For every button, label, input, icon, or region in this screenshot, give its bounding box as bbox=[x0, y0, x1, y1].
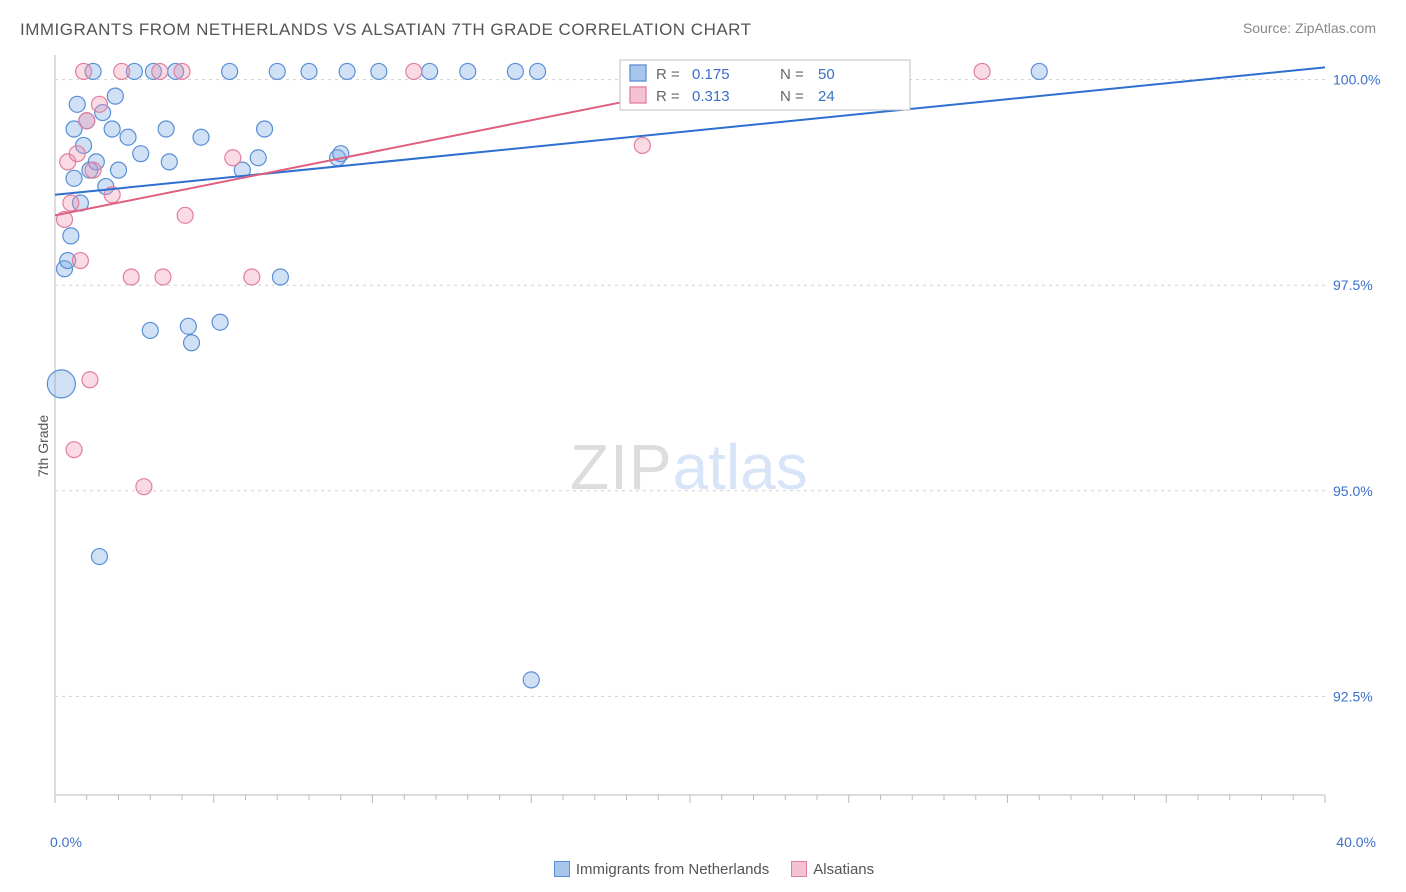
svg-text:R =: R = bbox=[656, 88, 680, 105]
source-label: Source: bbox=[1243, 20, 1295, 36]
svg-text:R =: R = bbox=[656, 66, 680, 83]
scatter-chart: 92.5% 95.0% 97.5% 100.0% R = 0.175 N = 50 R = 0.3… bbox=[55, 55, 1385, 825]
x-axis-max-label: 40.0% bbox=[1336, 834, 1376, 850]
legend-label: Immigrants from Netherlands bbox=[576, 861, 769, 878]
svg-text:0.175: 0.175 bbox=[692, 66, 730, 83]
legend-swatch bbox=[554, 861, 570, 877]
legend-swatch bbox=[791, 861, 807, 877]
source-attribution: Source: ZipAtlas.com bbox=[1243, 20, 1376, 36]
svg-text:N =: N = bbox=[780, 88, 804, 105]
y-axis-label: 7th Grade bbox=[35, 415, 51, 477]
svg-text:50: 50 bbox=[818, 66, 835, 83]
svg-text:95.0%: 95.0% bbox=[1333, 483, 1373, 499]
source-value: ZipAtlas.com bbox=[1295, 20, 1376, 36]
bottom-legend: Immigrants from Netherlands Alsatians bbox=[0, 861, 1406, 878]
svg-text:N =: N = bbox=[780, 66, 804, 83]
svg-text:92.5%: 92.5% bbox=[1333, 688, 1373, 704]
svg-text:0.313: 0.313 bbox=[692, 88, 730, 105]
legend-label: Alsatians bbox=[813, 861, 874, 878]
chart-title: IMMIGRANTS FROM NETHERLANDS VS ALSATIAN … bbox=[20, 20, 752, 40]
x-axis-min-label: 0.0% bbox=[50, 834, 82, 850]
svg-text:97.5%: 97.5% bbox=[1333, 277, 1373, 293]
chart-area: 92.5% 95.0% 97.5% 100.0% R = 0.175 N = 50 R = 0.3… bbox=[55, 55, 1385, 825]
svg-text:24: 24 bbox=[818, 88, 835, 105]
svg-text:100.0%: 100.0% bbox=[1333, 72, 1380, 88]
